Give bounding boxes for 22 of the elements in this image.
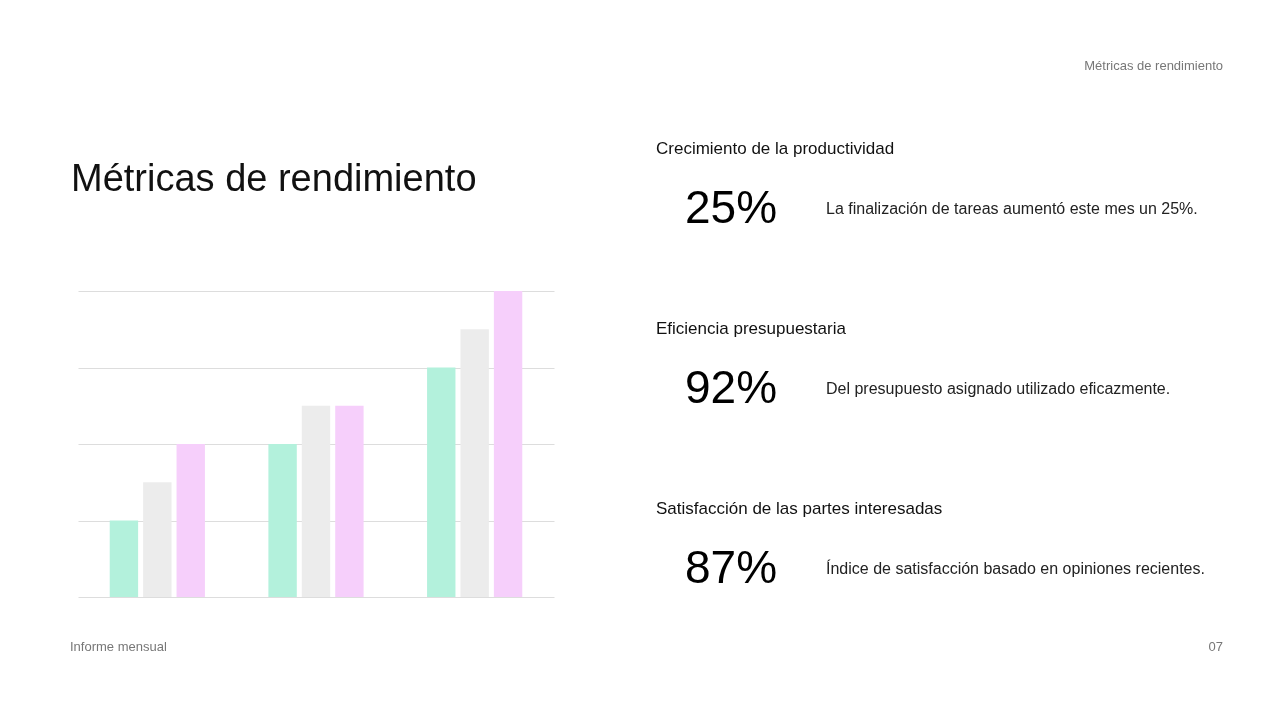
bar bbox=[460, 329, 489, 597]
text: 25% bbox=[685, 181, 778, 233]
text: Crecimiento de la productividad bbox=[656, 139, 895, 158]
bar bbox=[143, 482, 172, 597]
text: Satisfacción de las partes interesadas bbox=[656, 499, 943, 518]
bar bbox=[335, 405, 364, 597]
text: Índice de satisfacción basado en opiniones recientes. bbox=[826, 559, 1205, 577]
bar bbox=[301, 405, 331, 597]
text: Del presupuesto asignado utilizado eficazmente. bbox=[826, 380, 1171, 397]
text: Eficiencia presupuestaria bbox=[656, 319, 847, 338]
bar bbox=[427, 367, 456, 597]
chart-title: Métricas de rendimiento bbox=[71, 157, 477, 199]
text: 07 bbox=[1208, 639, 1223, 654]
text: Informe mensual bbox=[70, 639, 167, 654]
bar bbox=[268, 444, 297, 597]
bar bbox=[109, 520, 139, 597]
text: 87% bbox=[685, 541, 778, 593]
bar bbox=[176, 444, 205, 597]
text: Métricas de rendimiento bbox=[1084, 58, 1223, 73]
text: 92% bbox=[685, 361, 778, 413]
bar bbox=[493, 291, 523, 597]
text: La finalización de tareas aumentó este mes un 25%. bbox=[826, 200, 1198, 217]
